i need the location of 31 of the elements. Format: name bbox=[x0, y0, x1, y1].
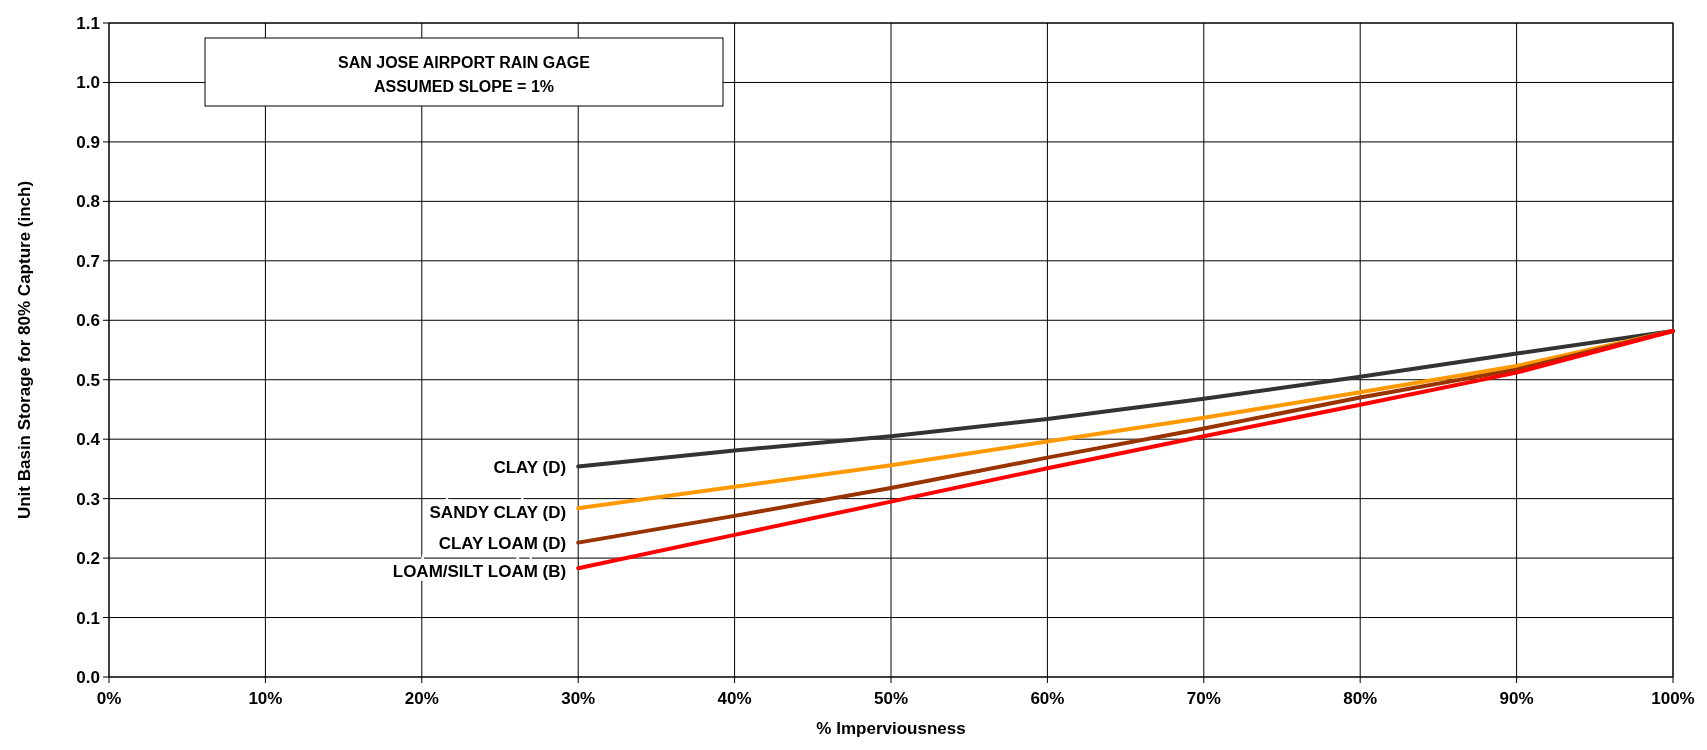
x-tick-label: 80% bbox=[1343, 689, 1378, 708]
y-axis-title: Unit Basin Storage for 80% Capture (inch) bbox=[15, 180, 34, 520]
y-tick-label: 0.3 bbox=[76, 489, 100, 509]
series-label: CLAY (D) bbox=[493, 457, 567, 477]
annotation: SAN JOSE AIRPORT RAIN GAGE bbox=[338, 54, 591, 71]
y-tick-label: 0.4 bbox=[76, 430, 101, 450]
text-box: SAN JOSE AIRPORT RAIN GAGE ASSUMED SLOPE = 1% bbox=[204, 37, 724, 107]
y-tick-label: 0.1 bbox=[76, 608, 100, 628]
y-tick-label: 0.2 bbox=[76, 549, 100, 569]
x-tick-label: 60% bbox=[1030, 689, 1065, 708]
x-tick-label: 20% bbox=[404, 689, 439, 708]
annotation: ASSUMED SLOPE = 1% bbox=[373, 78, 555, 95]
x-tick-label: 50% bbox=[873, 689, 909, 708]
x-tick-label: 40% bbox=[717, 689, 752, 708]
y-tick-label: 0.6 bbox=[76, 311, 100, 331]
x-tick-label: 70% bbox=[1186, 689, 1221, 708]
x-tick-label: 90% bbox=[1499, 689, 1534, 708]
x-tick-label: 10% bbox=[248, 689, 283, 708]
y-tick-label: 1.0 bbox=[76, 73, 100, 93]
y-tick-label: 0.8 bbox=[76, 192, 100, 212]
y-tick-label: 0.7 bbox=[76, 251, 100, 271]
y-tick-label: 0.0 bbox=[76, 668, 100, 687]
y-tick-label: 0.5 bbox=[76, 370, 100, 390]
series-label: SANDY CLAY (D) bbox=[429, 502, 567, 522]
x-tick-label: 0% bbox=[96, 689, 122, 708]
y-tick-label: 0.9 bbox=[76, 132, 100, 152]
x-axis-title: % Imperviousness bbox=[816, 719, 966, 738]
series-label: CLAY LOAM (D) bbox=[438, 533, 567, 553]
x-tick-label: 30% bbox=[561, 689, 596, 708]
y-tick-label: 1.1 bbox=[76, 14, 100, 33]
x-tick-label: 100% bbox=[1651, 689, 1695, 708]
